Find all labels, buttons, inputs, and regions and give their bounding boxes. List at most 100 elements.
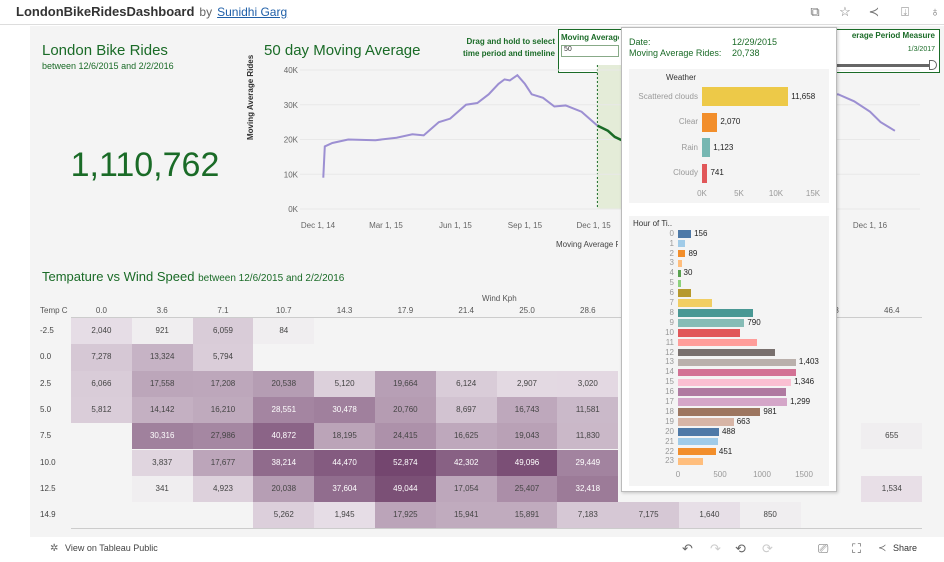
temp-row-label: 0.0: [40, 352, 52, 362]
heatmap-cell: 921: [131, 318, 193, 345]
heatmap-cell: 27,986: [192, 423, 254, 450]
wind-column-header: 21.4: [458, 306, 474, 315]
tooltip-ma-value: 20,738: [732, 48, 760, 58]
heatmap-cell: 44,470: [314, 449, 375, 476]
revert-icon[interactable]: ⟲: [735, 541, 746, 556]
heatmap-cell: 2,040: [71, 318, 132, 345]
wind-column-header: 14.3: [336, 306, 353, 315]
title-row: LondonBikeRidesDashboard by Sunidhi Garg: [16, 4, 287, 19]
x-tick-label: 1000: [753, 470, 771, 479]
bar-category-label: 17: [665, 397, 674, 407]
workbook-title: LondonBikeRidesDashboard: [16, 4, 195, 19]
temp-row-label: -2.5: [40, 326, 54, 335]
heatmap-title-main: Tempature vs Wind Speed: [42, 269, 195, 284]
heatmap-cell: 6,059: [192, 318, 254, 345]
bar-value-label: 89: [688, 248, 698, 258]
tooltip-ma-label: Moving Average Rides:: [629, 48, 722, 58]
bar-category-label: 19: [665, 416, 674, 426]
bar-category-label: 23: [665, 456, 674, 466]
fullscreen-icon[interactable]: ⛶: [852, 541, 862, 556]
bar-category-label: 18: [665, 406, 674, 416]
heatmap-cell: 7,175: [618, 502, 679, 529]
bar-value-label: 1,346: [794, 377, 815, 387]
bar: [678, 418, 734, 426]
heatmap-cell: 19,043: [496, 423, 558, 450]
author-link[interactable]: Sunidhi Garg: [217, 5, 288, 19]
heatmap-cell: 24,415: [375, 423, 436, 450]
copy-icon[interactable]: ⧉: [810, 4, 820, 19]
y-tick-label: 20K: [284, 136, 299, 145]
bar-value-label: 790: [747, 317, 761, 327]
heatmap-cell: 5,794: [192, 344, 254, 371]
param-label: Moving Average: [561, 33, 619, 42]
bar-category-label: 3: [669, 258, 674, 268]
param-input[interactable]: 50: [561, 45, 619, 57]
undo-icon[interactable]: ↶: [682, 541, 693, 556]
header-divider: [71, 317, 923, 318]
bar-value-label: 1,123: [713, 142, 734, 152]
heatmap-cell: 15,941: [435, 502, 497, 529]
bar-category-label: 20: [665, 426, 674, 436]
x-tick-label: Dec 1, 16: [853, 221, 888, 230]
bar-value-label: 11,658: [791, 91, 816, 101]
share-icon[interactable]: ≺: [868, 4, 880, 19]
heatmap-cell: 2,907: [496, 370, 558, 397]
bar: [678, 289, 691, 297]
heatmap-cell: 32,418: [557, 475, 619, 503]
download-icon[interactable]: ⍗: [901, 4, 909, 19]
view-on-tableau-link[interactable]: View on Tableau Public: [65, 543, 158, 553]
badge-icon[interactable]: ♁: [930, 4, 940, 19]
x-tick-label: 0: [675, 470, 681, 479]
heatmap-cell: 38,214: [253, 449, 315, 476]
temp-axis-title: Temp C: [40, 306, 68, 315]
bar: [678, 259, 682, 268]
bar-value-label: 981: [763, 406, 777, 416]
bar-category-label: 4: [669, 268, 674, 278]
bar-category-label: 13: [665, 357, 674, 367]
redo-icon[interactable]: ↷: [710, 541, 721, 556]
heatmap-cell: 11,830: [557, 423, 619, 450]
weather-chart: Weather Scattered clouds 11,658 Clear 2,070…: [629, 69, 829, 203]
x-tick-label: Jun 1, 15: [439, 221, 472, 230]
bar-value-label: 156: [694, 228, 708, 238]
bar: [678, 447, 716, 456]
hour-chart: Hour of Ti.. 0 156 1 2 89 3 4 30 5 6 7 8 9 790 10 11 12 1…: [629, 216, 829, 486]
heatmap-cell: 7,278: [71, 344, 132, 371]
share-icon[interactable]: ≺: [878, 543, 887, 554]
slider-handle[interactable]: [929, 60, 937, 70]
temp-row-label: 5.0: [40, 404, 52, 414]
share-button[interactable]: Share: [893, 543, 918, 553]
heatmap-cell: 14,142: [131, 396, 193, 424]
heatmap-cell: 30,478: [314, 396, 375, 424]
bar-category-label: 9: [669, 317, 674, 327]
heatmap-cell: 40,872: [253, 423, 315, 450]
bar-value-label: 663: [736, 416, 751, 426]
heatmap-cell: 1,534: [861, 475, 923, 503]
refresh-icon[interactable]: ⟳: [762, 541, 773, 556]
x-axis-title: Moving Average P: [556, 240, 618, 249]
bar-category-label: 0: [669, 228, 674, 238]
bar: [678, 319, 745, 327]
bar-category-label: 8: [669, 307, 674, 317]
device-preview-icon[interactable]: ⎚: [818, 541, 829, 556]
star-icon[interactable]: ☆: [839, 4, 851, 19]
measure-label: erage Period Measure: [851, 31, 935, 40]
y-axis-title: Moving Average Rides: [246, 54, 255, 140]
bar: [678, 398, 788, 406]
bar: [678, 388, 786, 396]
heatmap-cell: 1,945: [314, 502, 375, 529]
heatmap-cell: 17,677: [192, 449, 254, 476]
bar-category-label: 7: [669, 298, 674, 308]
bar: [678, 338, 757, 347]
bar-category-label: 10: [665, 327, 674, 337]
kpi-title: London Bike Rides: [42, 42, 168, 59]
heatmap-cell: 655: [861, 423, 923, 450]
bar-category-label: Cloudy: [673, 168, 698, 177]
heatmap-cell: 5,120: [314, 370, 375, 397]
hour-title: Hour of Ti..: [633, 219, 673, 228]
heatmap-cell: 18,195: [314, 423, 375, 450]
bar-value-label: 2,070: [720, 117, 741, 126]
bar: [678, 299, 712, 307]
x-tick-label: 10K: [768, 189, 784, 198]
bar-value-label: 741: [710, 168, 724, 177]
